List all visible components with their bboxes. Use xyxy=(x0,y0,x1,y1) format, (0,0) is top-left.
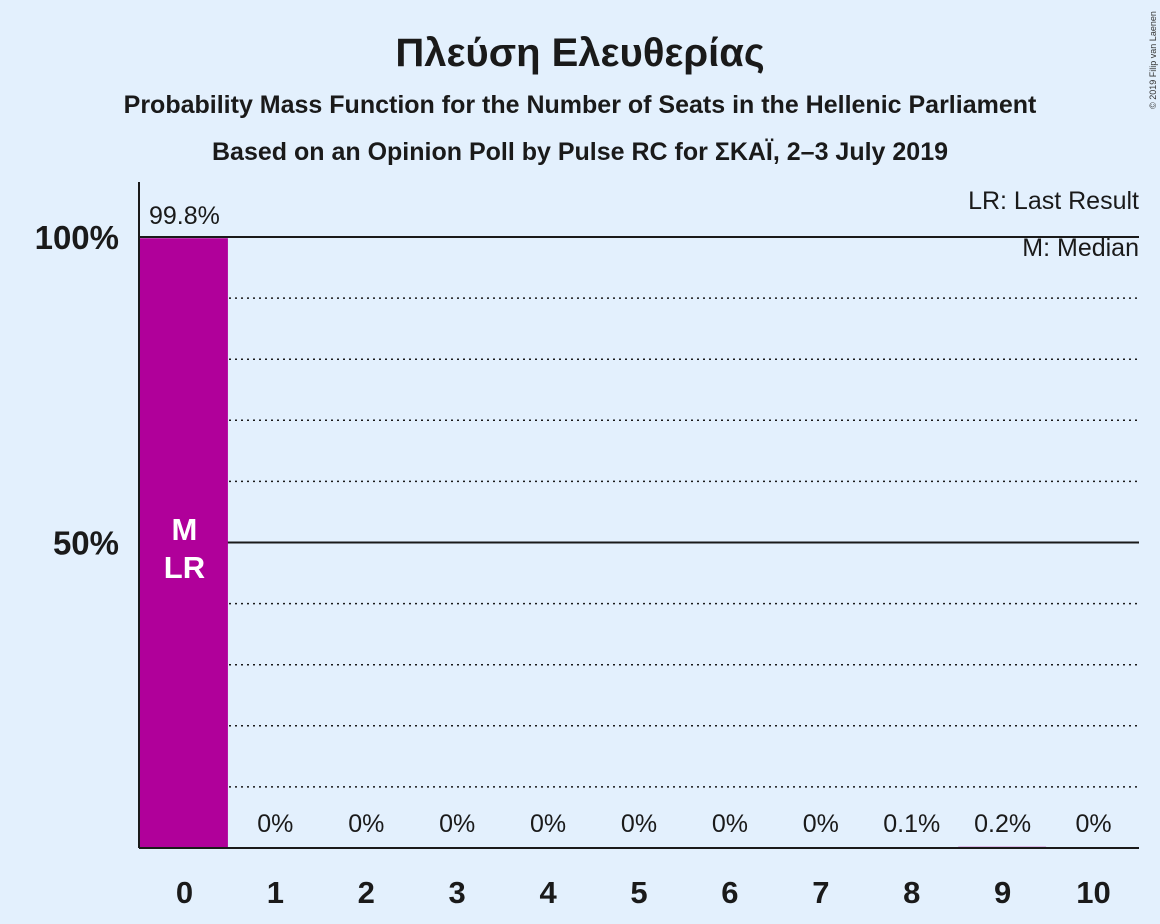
x-tick-label: 3 xyxy=(449,875,466,910)
bar-value-label: 0% xyxy=(712,810,748,838)
y-tick-label: 50% xyxy=(53,525,119,562)
bar-value-label: 0% xyxy=(1075,810,1111,838)
x-tick-label: 10 xyxy=(1076,875,1110,910)
x-tick-label: 5 xyxy=(630,875,647,910)
chart-title: Πλεύση Ελευθερίας xyxy=(395,31,764,75)
bar-value-label: 0% xyxy=(530,810,566,838)
x-tick-label: 9 xyxy=(994,875,1011,910)
legend-median: M: Median xyxy=(1022,234,1139,262)
bars xyxy=(140,238,1047,849)
x-tick-label: 7 xyxy=(812,875,829,910)
bar-marker-label: LR xyxy=(164,550,205,585)
legend-last-result: LR: Last Result xyxy=(968,187,1139,215)
x-tick-label: 0 xyxy=(176,875,193,910)
gridlines xyxy=(139,236,1139,788)
x-tick-label: 1 xyxy=(267,875,284,910)
x-tick-label: 8 xyxy=(903,875,920,910)
bar-marker-label: M xyxy=(172,512,198,547)
bar-value-label: 0% xyxy=(348,810,384,838)
bar-value-label: 0% xyxy=(621,810,657,838)
axes: 50% 100% 0 1 2 3 4 5 6 7 8 9 10 xyxy=(35,182,1139,910)
y-tick-label: 100% xyxy=(35,219,119,256)
bar-value-label: 99.8% xyxy=(149,202,220,230)
bar-value-label: 0.1% xyxy=(883,810,940,838)
x-tick-label: 2 xyxy=(358,875,375,910)
bar-value-label: 0% xyxy=(439,810,475,838)
x-tick-label: 4 xyxy=(539,875,557,910)
bar-value-label: 0% xyxy=(257,810,293,838)
copyright-notice: © 2019 Filip van Laenen xyxy=(1148,11,1158,109)
chart-source-line: Based on an Opinion Poll by Pulse RC for… xyxy=(212,138,948,166)
bar-value-label: 0% xyxy=(803,810,839,838)
bar-value-labels: 99.8% MLR 0% 0% 0% 0% 0% 0% 0% 0.1% 0.2% 0% xyxy=(149,202,1112,838)
chart-subtitle: Probability Mass Function for the Number… xyxy=(124,91,1037,119)
x-tick-label: 6 xyxy=(721,875,738,910)
bar xyxy=(140,238,228,849)
bar-value-label: 0.2% xyxy=(974,810,1031,838)
